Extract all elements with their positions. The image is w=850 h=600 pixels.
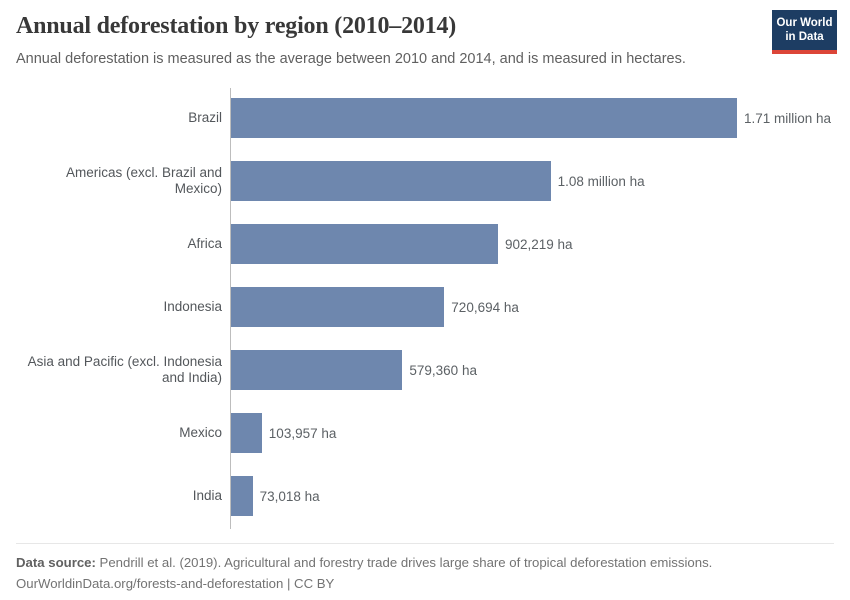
data-source-label: Data source: <box>16 555 96 570</box>
bar-track: 103,957 ha <box>231 413 850 453</box>
bar[interactable] <box>231 98 737 138</box>
bar-track: 720,694 ha <box>231 287 850 327</box>
bar-row: Africa 902,219 ha <box>0 224 850 264</box>
bar-row: Americas (excl. Brazil and Mexico) 1.08 m… <box>0 161 850 201</box>
bar-value-label: 1.08 million ha <box>557 173 645 189</box>
data-source-line: Data source: Pendrill et al. (2019). Agr… <box>16 552 834 573</box>
bar[interactable] <box>231 413 262 453</box>
bar-track: 73,018 ha <box>231 476 850 516</box>
bar-rows: Brazil 1.71 million ha Americas (excl. Bra… <box>0 98 850 516</box>
bar-row: Indonesia 720,694 ha <box>0 287 850 327</box>
bar-track: 579,360 ha <box>231 350 850 390</box>
bar-track: 1.08 million ha <box>231 161 850 201</box>
bar-category-label: Americas (excl. Brazil and Mexico) <box>65 165 222 196</box>
bar-value-label: 1.71 million ha <box>744 110 832 126</box>
bar-value-label: 902,219 ha <box>505 236 573 252</box>
chart-footer: Data source: Pendrill et al. (2019). Agr… <box>16 543 834 594</box>
bar[interactable] <box>231 161 551 201</box>
bar-row: India 73,018 ha <box>0 476 850 516</box>
bar-row: Mexico 103,957 ha <box>0 413 850 453</box>
bar[interactable] <box>231 287 445 327</box>
bar[interactable] <box>231 350 403 390</box>
bar-track: 1.71 million ha <box>231 98 850 138</box>
bar-track: 902,219 ha <box>231 224 850 264</box>
bar[interactable] <box>231 476 253 516</box>
data-source-text: Pendrill et al. (2019). Agricultural and… <box>95 555 713 570</box>
bar-value-label: 103,957 ha <box>268 425 337 441</box>
footer-link-line[interactable]: OurWorldinData.org/forests-and-deforesta… <box>16 576 335 591</box>
bar-category-label: Africa <box>187 236 222 251</box>
owid-logo-line2: in Data <box>785 30 824 43</box>
bar-chart: Brazil 1.71 million ha Americas (excl. Bra… <box>0 88 850 529</box>
bar-category-label: Mexico <box>179 425 222 440</box>
bar-row: Brazil 1.71 million ha <box>0 98 850 138</box>
owid-logo-line1: Our World <box>776 17 833 29</box>
bar-value-label: 73,018 ha <box>259 488 320 504</box>
bar-value-label: 579,360 ha <box>409 362 477 378</box>
y-axis-line <box>230 88 231 529</box>
chart-subtitle: Annual deforestation is measured as the … <box>16 51 686 67</box>
owid-logo: Our World in Data <box>772 10 837 54</box>
bar-category-label: Brazil <box>188 110 222 125</box>
bar-category-label: India <box>192 488 222 503</box>
chart-title: Annual deforestation by region (2010–201… <box>16 13 457 39</box>
bar-value-label: 720,694 ha <box>451 299 519 315</box>
bar-row: Asia and Pacific (excl. Indonesia and In… <box>0 350 850 390</box>
bar-category-label: Indonesia <box>163 299 222 314</box>
bar[interactable] <box>231 224 498 264</box>
bar-category-label: Asia and Pacific (excl. Indonesia and In… <box>27 354 222 385</box>
